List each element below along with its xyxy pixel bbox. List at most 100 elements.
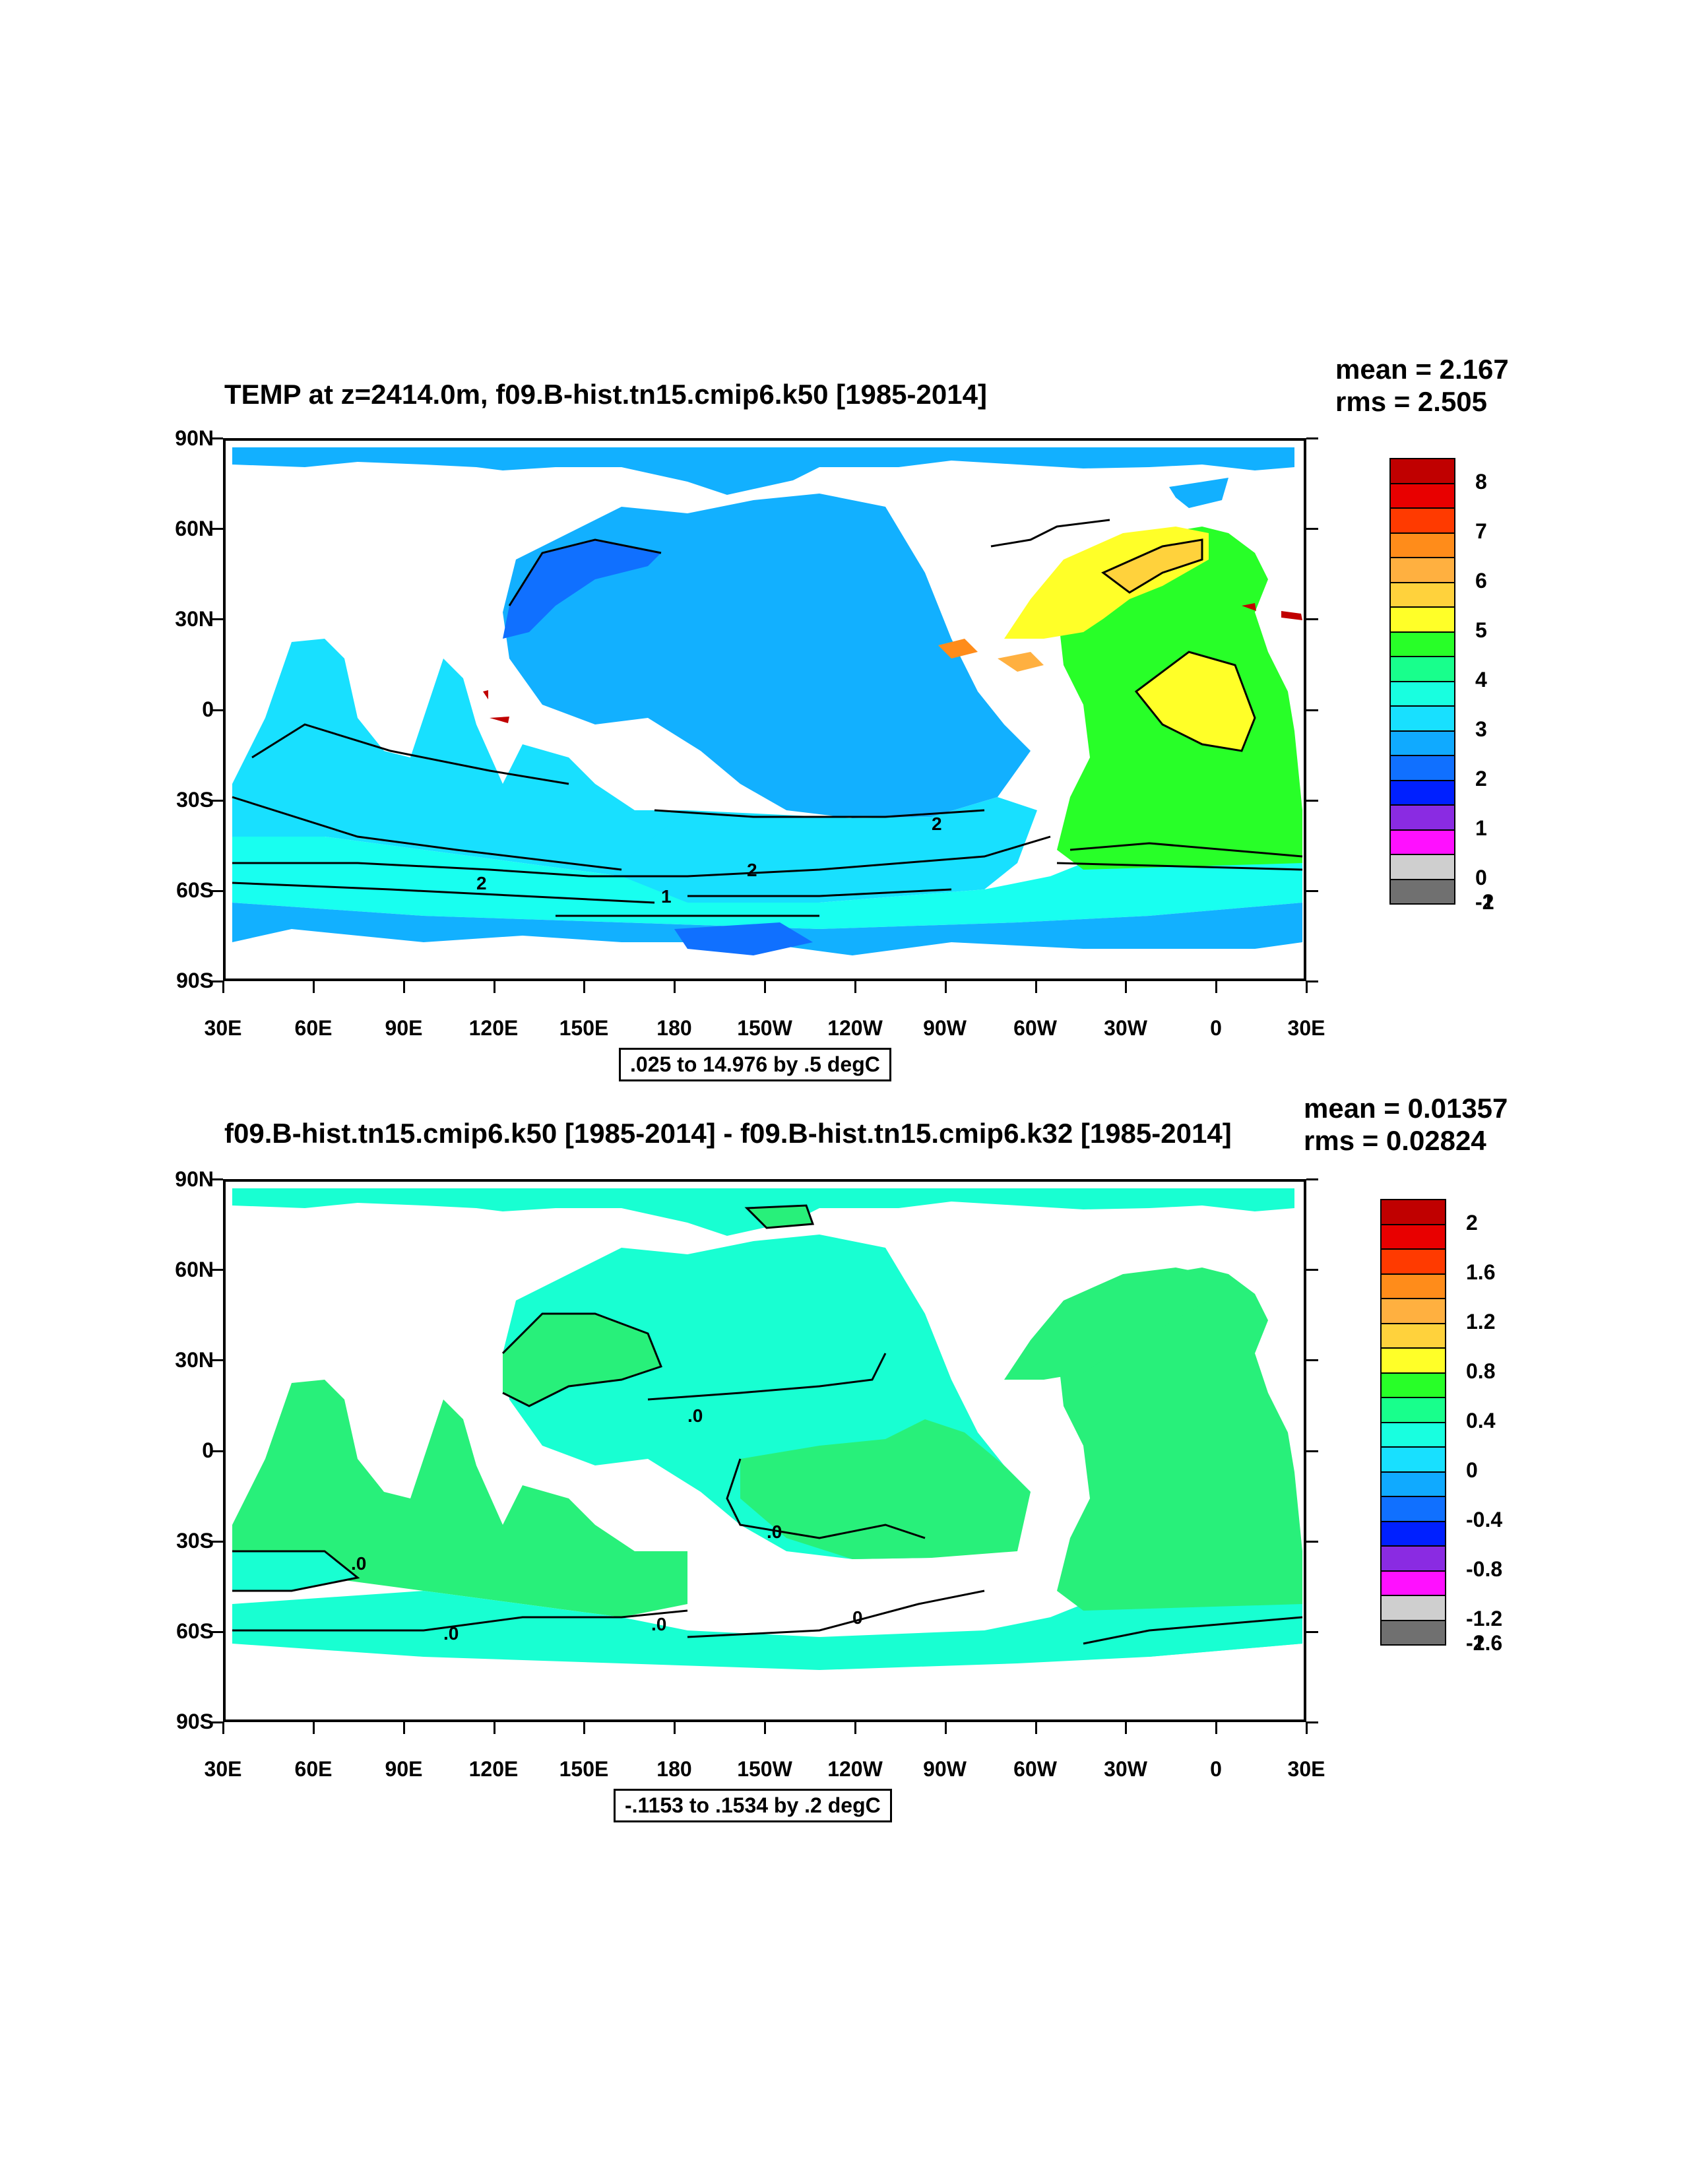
colorbar-label: 8 [1475,469,1487,494]
panel2-ylabel: 60N [175,1258,214,1281]
panel2-xlabel: 180 [656,1757,692,1781]
axis-tick [1306,1178,1318,1180]
axis-tick [764,1722,766,1734]
axis-tick [1215,1722,1218,1734]
colorbar-swatch [1389,606,1455,633]
axis-tick [211,437,223,439]
panel2-xlabel: 30W [1104,1757,1147,1781]
panel1-xlabel: 120E [468,1016,519,1040]
axis-tick [211,799,223,802]
colorbar-label: 0.8 [1466,1359,1496,1383]
axis-tick [1125,1722,1128,1734]
colorbar-swatch [1389,532,1455,558]
axis-tick [1035,981,1037,993]
colorbar-swatch [1389,507,1455,534]
axis-tick [1306,528,1318,530]
axis-tick [493,1722,495,1734]
axis-tick [1306,437,1318,439]
axis-tick [1306,1630,1318,1633]
axis-tick [1306,1722,1308,1734]
panel2-xlabel: 120E [468,1757,519,1781]
panel1-mean: mean = 2.167 [1335,354,1509,385]
colorbar-label: 2 [1466,1210,1478,1235]
colorbar-swatch [1389,482,1455,509]
colorbar-label: 1.6 [1466,1260,1496,1284]
colorbar-swatch [1380,1199,1446,1225]
panel2-contour-label: .0 [443,1623,459,1644]
panel1-map-field: 2 2 2 1 [232,447,1303,955]
axis-tick [1306,1721,1318,1723]
panel1-ylabel: 0 [202,697,214,721]
axis-tick [1306,1359,1318,1362]
panel2-rms: rms = 0.02824 [1304,1125,1486,1156]
panel2-xlabel: 90E [385,1757,423,1781]
panel1-contour-label: 2 [747,860,757,880]
colorbar-swatch [1380,1298,1446,1324]
axis-tick [854,981,856,993]
panel1-ylabel: 90S [176,969,214,992]
panel1-xlabel: 90E [385,1016,423,1040]
colorbar-label: -1.2 [1466,1606,1503,1630]
panel2-contour-info: -.1153 to .1534 by .2 degC [614,1789,892,1822]
colorbar-swatch [1389,631,1455,657]
colorbar-label: -2 [1475,890,1494,914]
colorbar-swatch [1380,1273,1446,1299]
panel1-contour-info: .025 to 14.976 by .5 degC [619,1048,891,1081]
panel1-xlabel: 150W [737,1016,792,1040]
panel2-xlabel: 0 [1210,1757,1222,1781]
colorbar-label: 0.4 [1466,1408,1496,1432]
panel2-map: .0 .0 .0 .0 .0 0 .0 [223,1179,1306,1722]
axis-tick [1306,981,1308,993]
axis-tick [1306,1540,1318,1543]
colorbar-swatch [1380,1421,1446,1448]
colorbar-label: 2 [1475,766,1487,790]
axis-tick [764,981,766,993]
axis-tick [583,981,586,993]
colorbar-swatch [1389,656,1455,682]
colorbar-swatch [1389,804,1455,831]
panel2-xlabel: 150W [737,1757,792,1781]
axis-tick [211,1178,223,1180]
colorbar-swatch [1389,705,1455,732]
colorbar-label: -2 [1466,1631,1485,1655]
axis-tick [1306,709,1318,711]
colorbar-swatch [1380,1347,1446,1374]
panel2-xlabel: 90W [923,1757,967,1781]
colorbar-label: 1.2 [1466,1309,1496,1333]
axis-tick [1215,981,1218,993]
axis-tick [211,1540,223,1543]
axis-tick [211,980,223,982]
panel1-xlabel: 60E [294,1016,333,1040]
panel2-title: f09.B-hist.tn15.cmip6.k50 [1985-2014] - … [224,1118,1232,1149]
colorbar-swatch [1389,557,1455,583]
panel2-xlabel: 60E [294,1757,333,1781]
panel2-contour-label: .0 [651,1614,666,1634]
colorbar-label: -0.8 [1466,1557,1503,1581]
colorbar-label: 0 [1466,1458,1478,1482]
colorbar-swatch [1380,1223,1446,1250]
colorbar-swatch [1389,755,1455,781]
panel1-colorbar: 8 7 6 5 4 3 2 1 0 -1 -2 [1389,458,1548,959]
panel1-ylabel: 30N [175,607,214,631]
panel1-xlabel: 30E [1287,1016,1325,1040]
panel2-xlabel: 60W [1013,1757,1057,1781]
axis-tick [1035,1722,1037,1734]
panel1-rms: rms = 2.505 [1335,386,1488,417]
panel2-xlabel: 120W [827,1757,883,1781]
axis-tick [211,889,223,892]
panel1-xlabel: 30W [1104,1016,1147,1040]
colorbar-swatch [1380,1471,1446,1497]
panel2-ylabel: 30N [175,1348,214,1372]
colorbar-label: 5 [1475,618,1487,642]
axis-tick [1125,981,1128,993]
axis-tick [211,1269,223,1271]
panel1-contour-label: 1 [661,886,672,907]
colorbar-swatch [1389,458,1455,484]
panel2-colorbar: 2 1.6 1.2 0.8 0.4 0 -0.4 -0.8 -1.2 -1.6 -2 [1380,1199,1539,1700]
panel1-xlabel: 0 [1210,1016,1222,1040]
axis-tick [1306,1450,1318,1452]
axis-tick [854,1722,856,1734]
panel2-ylabel: 60S [176,1619,214,1643]
axis-tick [402,981,405,993]
colorbar-swatch [1389,829,1455,855]
